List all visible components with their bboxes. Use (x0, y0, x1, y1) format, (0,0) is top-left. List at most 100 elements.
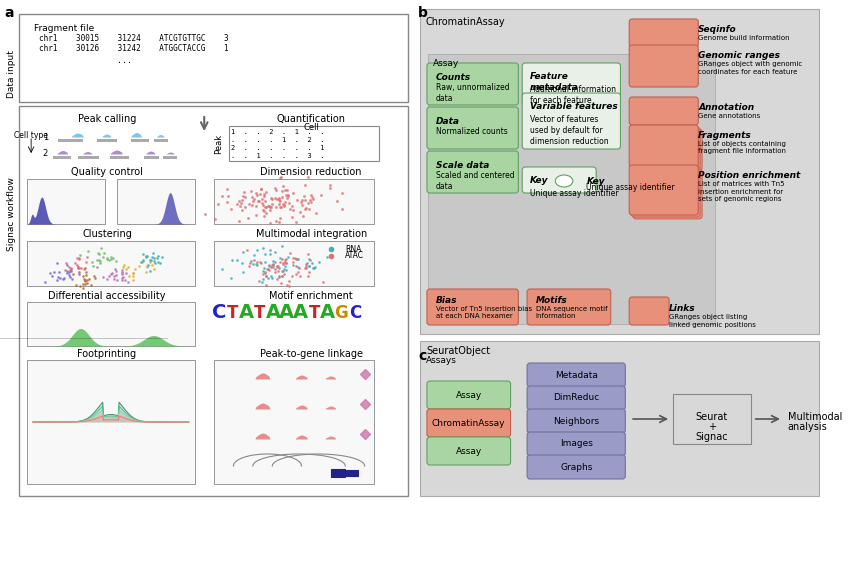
FancyBboxPatch shape (427, 381, 511, 409)
Bar (27, 302, 195, 346)
Bar (214, 360, 374, 484)
Text: ChromatinAssay: ChromatinAssay (426, 17, 506, 27)
Text: Assay: Assay (456, 447, 482, 456)
Text: SeuratObject: SeuratObject (426, 346, 490, 356)
FancyBboxPatch shape (632, 167, 700, 217)
Text: Position enrichment: Position enrichment (698, 171, 801, 180)
Text: A: A (320, 303, 335, 322)
Bar (229, 126, 379, 161)
Text: Multimodal integration: Multimodal integration (256, 229, 367, 239)
Text: ChromatinAssay: ChromatinAssay (432, 418, 506, 428)
FancyBboxPatch shape (527, 363, 626, 387)
Text: C: C (348, 304, 361, 322)
Text: .  .  .  .  1  .  2  .: . . . . 1 . 2 . (231, 137, 325, 143)
Bar (54, 156, 71, 159)
Text: Key: Key (586, 176, 605, 185)
Text: Neighbors: Neighbors (553, 417, 599, 425)
Text: Cell type: Cell type (14, 131, 48, 141)
Bar (27, 360, 195, 484)
Text: Images: Images (560, 440, 592, 448)
Text: Unique assay identifier: Unique assay identifier (530, 189, 619, 198)
FancyBboxPatch shape (632, 127, 700, 169)
Bar (78, 156, 99, 159)
Text: Links: Links (669, 304, 695, 313)
FancyBboxPatch shape (633, 169, 702, 219)
Text: Assays: Assays (426, 356, 456, 365)
Bar (428, 54, 715, 324)
Text: Data input: Data input (7, 50, 16, 98)
Text: Cell: Cell (303, 122, 319, 131)
FancyBboxPatch shape (629, 97, 698, 125)
Text: Key: Key (530, 176, 548, 185)
FancyBboxPatch shape (522, 93, 620, 149)
Bar (214, 179, 374, 224)
Text: Scale data: Scale data (436, 161, 489, 170)
Text: Signac workflow: Signac workflow (7, 177, 16, 251)
Text: chr1    30015    31224    ATCGTGTTGC    3: chr1 30015 31224 ATCGTGTTGC 3 (39, 34, 229, 43)
Bar (420, 341, 819, 496)
Text: DNA sequence motif
information: DNA sequence motif information (536, 306, 608, 320)
Text: .  .  1  .  .  .  3  .: . . 1 . . . 3 . (231, 153, 325, 159)
Text: Metadata: Metadata (555, 370, 598, 379)
Text: Vector of features
used by default for
dimension reduction: Vector of features used by default for d… (530, 115, 609, 146)
Text: Motifs: Motifs (536, 296, 568, 305)
Bar (59, 139, 82, 142)
Bar (20, 106, 409, 496)
Text: ATAC: ATAC (345, 251, 365, 261)
FancyBboxPatch shape (522, 167, 596, 193)
Text: Clustering: Clustering (82, 229, 132, 239)
Bar (144, 156, 158, 159)
Bar (116, 179, 195, 224)
Text: c: c (418, 349, 427, 363)
Bar (673, 394, 751, 444)
Bar (131, 139, 149, 142)
FancyBboxPatch shape (629, 19, 698, 47)
Text: b: b (418, 6, 428, 20)
Bar (331, 469, 345, 477)
FancyBboxPatch shape (527, 409, 626, 433)
Text: DimReduc: DimReduc (553, 394, 599, 402)
Text: Genomic ranges: Genomic ranges (698, 51, 780, 60)
Text: Quantification: Quantification (277, 114, 346, 124)
FancyBboxPatch shape (629, 297, 669, 325)
Bar (27, 241, 195, 286)
Text: a: a (5, 6, 14, 20)
FancyBboxPatch shape (427, 437, 511, 465)
Text: 1  .  .  2  .  1  .  .: 1 . . 2 . 1 . . (231, 129, 325, 135)
FancyBboxPatch shape (633, 129, 702, 171)
Text: Fragment file: Fragment file (34, 24, 94, 33)
Text: Vector of Tn5 insertion bias
at each DNA hexamer: Vector of Tn5 insertion bias at each DNA… (436, 306, 532, 320)
Text: Differential accessibility: Differential accessibility (48, 291, 166, 301)
Text: ...: ... (116, 56, 132, 65)
Text: T: T (254, 304, 265, 322)
FancyBboxPatch shape (527, 386, 626, 410)
FancyBboxPatch shape (527, 455, 626, 479)
Text: Variable features: Variable features (530, 102, 618, 111)
Text: A: A (266, 303, 280, 322)
Text: Peak calling: Peak calling (78, 114, 136, 124)
Text: +: + (708, 422, 716, 432)
Bar (20, 14, 409, 102)
FancyBboxPatch shape (527, 289, 611, 325)
Text: Genome build information: Genome build information (698, 35, 790, 41)
Text: A: A (293, 303, 308, 322)
Text: Counts: Counts (436, 73, 471, 82)
FancyBboxPatch shape (427, 409, 511, 437)
Text: chr1    30126    31242    ATGGCTACCG    1: chr1 30126 31242 ATGGCTACCG 1 (39, 44, 229, 53)
Text: C: C (212, 303, 226, 322)
Text: Graphs: Graphs (560, 463, 592, 471)
Text: Normalized counts: Normalized counts (436, 127, 507, 136)
Text: GRanges object with genomic
coordinates for each feature: GRanges object with genomic coordinates … (698, 61, 802, 75)
Text: Gene annotations: Gene annotations (698, 113, 761, 119)
Bar (154, 139, 168, 142)
Text: Feature
metadata: Feature metadata (530, 72, 579, 92)
Text: 2: 2 (42, 149, 48, 157)
Text: Scaled and centered
data: Scaled and centered data (436, 171, 514, 191)
Text: Annotation: Annotation (698, 103, 755, 112)
Text: Raw, unnormalized
data: Raw, unnormalized data (436, 83, 509, 103)
Text: Signac: Signac (695, 432, 728, 442)
Text: Assay: Assay (456, 390, 482, 400)
Text: Motif enrichment: Motif enrichment (269, 291, 353, 301)
Text: Peak-to-gene linkage: Peak-to-gene linkage (260, 349, 363, 359)
Text: T: T (227, 304, 238, 322)
